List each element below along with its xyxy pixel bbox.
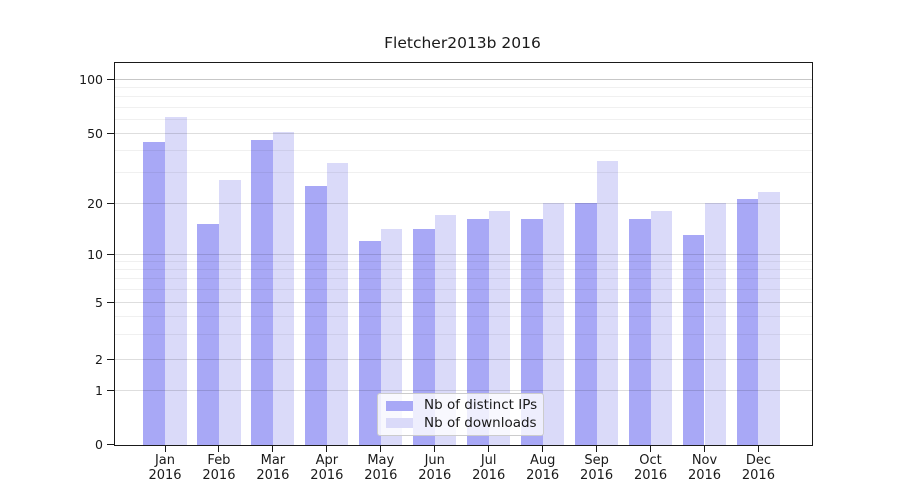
y-tick-label: 5: [95, 295, 103, 310]
bar-nb-of-downloads-jan: [165, 116, 187, 445]
minor-gridline: [115, 87, 812, 89]
y-tick-label: 100: [79, 72, 103, 87]
x-tick-label: Feb 2016: [202, 453, 236, 483]
bar-nb-of-distinct-ips-mar: [251, 139, 273, 445]
major-gridline: [115, 202, 812, 204]
y-tick-label: 20: [87, 195, 103, 211]
x-tick-label: Oct 2016: [634, 453, 668, 483]
x-tick: [272, 445, 274, 452]
x-tick-label: Sep 2016: [580, 453, 614, 483]
bar-nb-of-distinct-ips-jan: [143, 141, 165, 445]
bar-nb-of-distinct-ips-feb: [197, 224, 219, 445]
legend-label-distinct-ips: Nb of distinct IPs: [424, 397, 538, 414]
minor-gridline: [115, 333, 812, 335]
x-tick: [218, 445, 220, 452]
x-tick: [650, 445, 652, 452]
bar-nb-of-downloads-aug: [542, 203, 565, 445]
bar-nb-of-downloads-nov: [704, 203, 727, 445]
x-tick: [704, 445, 705, 452]
bar-nb-of-distinct-ips-apr: [305, 186, 327, 445]
bar-nb-of-downloads-sep: [596, 160, 619, 445]
x-tick-label: Jul 2016: [472, 453, 506, 483]
bar-nb-of-downloads-apr: [326, 162, 349, 445]
bar-nb-of-distinct-ips-may: [359, 240, 381, 445]
x-tick: [380, 445, 382, 452]
x-tick: [757, 445, 759, 452]
x-tick-label: Aug 2016: [526, 453, 560, 483]
bar-nb-of-distinct-ips-dec: [736, 199, 759, 445]
bar-nb-of-downloads-oct: [650, 210, 673, 445]
major-gridline: [115, 390, 812, 391]
major-gridline: [115, 133, 812, 134]
y-tick-label: 10: [87, 246, 103, 262]
minor-gridline: [115, 106, 812, 108]
x-tick: [488, 445, 490, 452]
x-tick-label: Jan 2016: [148, 453, 182, 483]
bar-nb-of-downloads-feb: [218, 180, 241, 445]
y-tick-label: 50: [87, 126, 103, 141]
y-tick: [107, 133, 114, 134]
x-tick-label: Mar 2016: [256, 453, 290, 483]
bar-nb-of-downloads-jul: [488, 210, 511, 445]
bar-nb-of-distinct-ips-oct: [628, 219, 651, 445]
legend-label-downloads: Nb of downloads: [424, 414, 537, 431]
x-tick: [542, 445, 544, 452]
x-tick-label: Nov 2016: [687, 453, 722, 483]
y-tick: [107, 202, 114, 204]
plot-area: [114, 61, 813, 446]
bar-nb-of-distinct-ips-sep: [575, 203, 597, 445]
bar-nb-of-distinct-ips-jun: [413, 229, 435, 445]
y-tick: [107, 390, 114, 391]
y-tick-label: 2: [95, 352, 103, 367]
y-tick: [107, 79, 114, 80]
minor-gridline: [115, 289, 812, 291]
x-tick: [164, 445, 166, 452]
legend-swatch-downloads-icon: [386, 418, 413, 429]
bar-nb-of-downloads-jun: [434, 214, 457, 445]
chart-title: Fletcher2013b 2016: [384, 34, 541, 52]
y-tick-label: 0: [95, 437, 103, 452]
minor-gridline: [115, 171, 812, 173]
x-tick: [326, 445, 328, 452]
bar-nb-of-downloads-dec: [758, 192, 781, 445]
y-tick: [107, 253, 114, 255]
major-gridline: [115, 253, 812, 255]
y-tick: [107, 359, 114, 360]
y-tick: [107, 302, 114, 303]
minor-gridline: [115, 278, 812, 280]
x-tick: [434, 445, 436, 452]
bar-nb-of-distinct-ips-nov: [682, 234, 705, 445]
x-tick-label: Apr 2016: [310, 453, 344, 483]
minor-gridline: [115, 96, 812, 98]
x-tick-label: Dec 2016: [741, 453, 775, 483]
legend-entry-downloads: Nb of downloads: [378, 414, 543, 431]
minor-gridline: [115, 260, 812, 262]
y-tick: [107, 444, 114, 445]
x-tick: [596, 445, 598, 452]
major-gridline: [115, 79, 812, 80]
x-tick-label: May 2016: [364, 453, 398, 483]
y-tick-label: 1: [95, 383, 103, 398]
bar-nb-of-distinct-ips-aug: [521, 219, 543, 445]
minor-gridline: [115, 315, 812, 317]
major-gridline: [115, 302, 812, 303]
legend: Nb of distinct IPs Nb of downloads: [377, 393, 544, 436]
minor-gridline: [115, 269, 812, 271]
major-gridline: [115, 359, 812, 360]
legend-entry-distinct-ips: Nb of distinct IPs: [378, 398, 543, 413]
minor-gridline: [115, 118, 812, 120]
bar-nb-of-distinct-ips-jul: [467, 219, 489, 445]
legend-swatch-distinct-ips-icon: [386, 400, 413, 411]
bar-nb-of-downloads-may: [380, 229, 403, 445]
bar-nb-of-downloads-mar: [272, 131, 295, 445]
x-tick-label: Jun 2016: [418, 453, 452, 483]
minor-gridline: [115, 149, 812, 151]
